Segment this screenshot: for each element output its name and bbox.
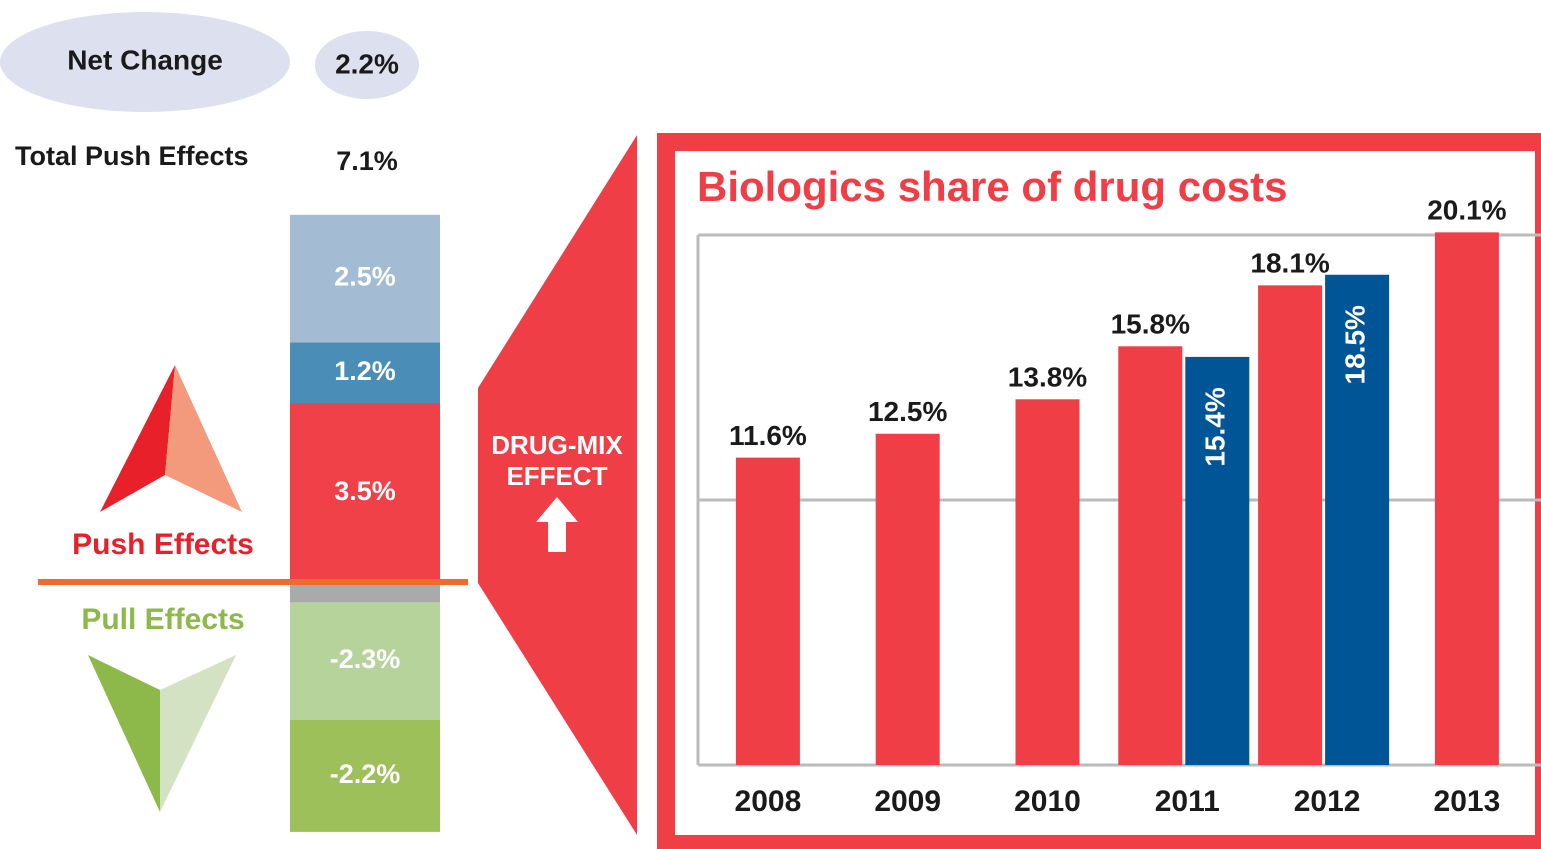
value-label: 13.8% — [1008, 362, 1087, 393]
net-change-badge — [0, 12, 290, 112]
pull-label: Pull Effects — [81, 603, 244, 636]
segment-label: -2.3% — [330, 644, 401, 674]
bar — [1434, 232, 1499, 766]
stack-segment — [290, 719, 440, 832]
x-tick-label: 2010 — [1014, 785, 1081, 818]
value-label: 15.8% — [1111, 309, 1190, 340]
up-arrow — [536, 497, 578, 552]
total-label: Total Push Effects — [15, 141, 249, 171]
x-tick-label: 2012 — [1294, 785, 1361, 818]
value-label: 18.1% — [1250, 248, 1329, 279]
chart-title: Biologics share of drug costs — [697, 163, 1287, 210]
bar — [1015, 399, 1080, 765]
push-arrow-right — [165, 365, 242, 512]
net-change-label: Net Change — [67, 44, 223, 75]
stack-segment — [290, 342, 440, 404]
x-tick-label: 2011 — [1155, 785, 1220, 818]
pull-arrow-right — [160, 655, 236, 812]
stack-segment — [290, 403, 440, 582]
x-tick-label: 2008 — [735, 785, 802, 818]
value-label: 11.6% — [729, 420, 807, 451]
bar-chart: 2008 11.6% 2009 12.5% 2010 13.8% 2011 15.8% 15.4… — [696, 195, 1541, 818]
callout-line-1: DRUG-MIX — [491, 430, 623, 460]
push-label: Push Effects — [72, 528, 254, 561]
net-change-value: 2.2% — [335, 48, 399, 79]
connector — [478, 135, 637, 835]
bar — [1185, 356, 1250, 765]
stack-segment — [290, 602, 440, 720]
stack-segment — [290, 214, 440, 343]
bar — [735, 457, 800, 765]
net-change-value-badge — [315, 31, 419, 99]
stacked-column: 3.5% 1.2% 2.5% -2.3% -2.2% — [290, 214, 440, 832]
bar — [1325, 274, 1390, 765]
total-value: 7.1% — [336, 146, 398, 176]
chart-frame — [657, 133, 1541, 849]
bar — [1258, 285, 1323, 765]
push-arrow-left — [100, 365, 175, 512]
x-tick-label: 2013 — [1434, 785, 1501, 818]
value-label: 18.5% — [1339, 305, 1370, 384]
callout-line-2: EFFECT — [506, 461, 607, 491]
value-label: 20.1% — [1427, 195, 1506, 226]
value-label: 15.4% — [1200, 387, 1231, 466]
segment-label: 3.5% — [334, 476, 396, 506]
x-tick-label: 2009 — [874, 785, 941, 818]
bar — [875, 433, 940, 765]
value-label: 12.5% — [868, 396, 947, 427]
stack-segment — [290, 582, 440, 603]
segment-label: 1.2% — [334, 356, 396, 386]
pull-arrow-left — [88, 655, 160, 812]
segment-label: 2.5% — [334, 262, 396, 292]
bar — [1118, 346, 1183, 765]
segment-label: -2.2% — [330, 759, 401, 789]
